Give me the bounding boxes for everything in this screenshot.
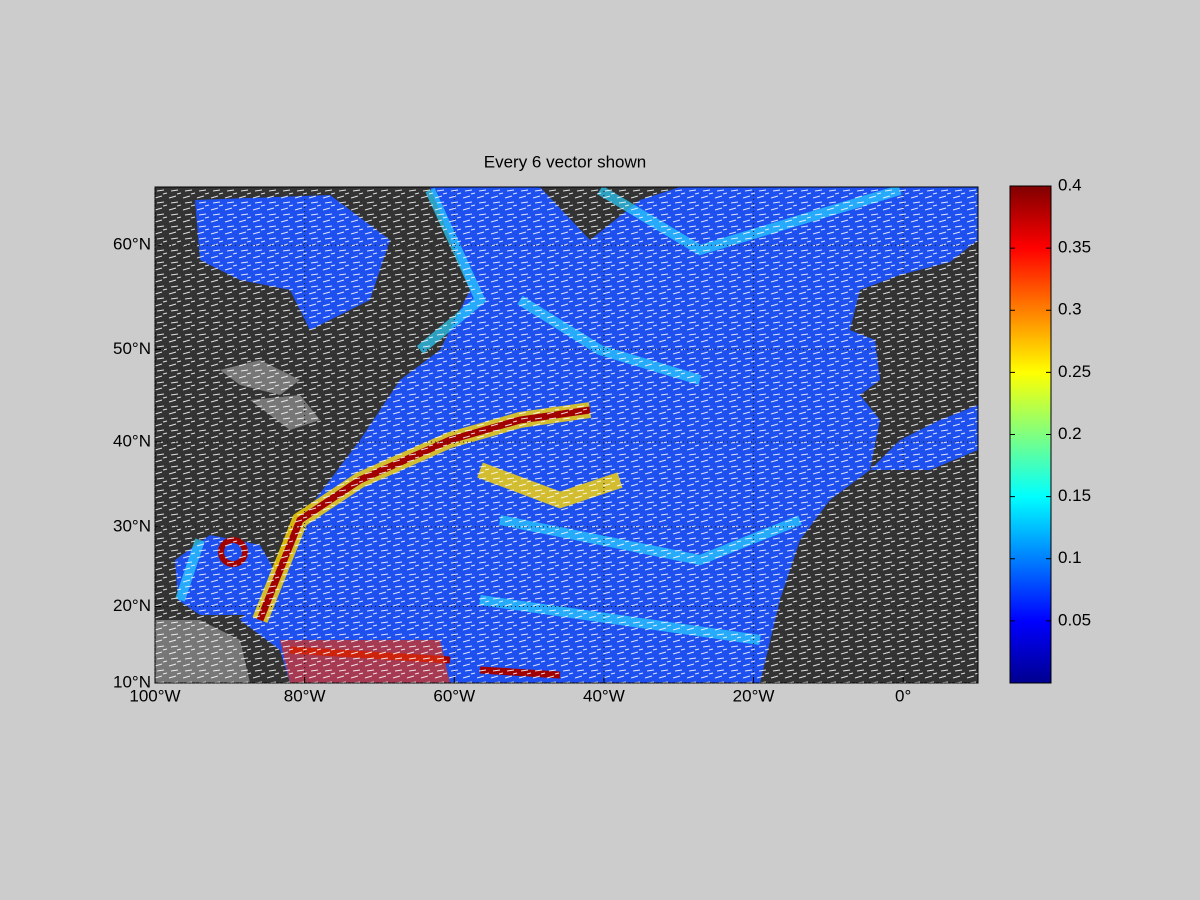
y-tick-label: 60°N xyxy=(113,235,151,254)
colorbar-tick-label: 0.35 xyxy=(1058,238,1091,257)
colorbar xyxy=(1009,185,1052,684)
colorbar-tick-label: 0.25 xyxy=(1058,362,1091,381)
x-tick-label: 60°W xyxy=(433,686,475,705)
y-tick-label: 30°N xyxy=(113,516,151,535)
x-tick-label: 0° xyxy=(895,686,911,705)
y-tick-label: 20°N xyxy=(113,596,151,615)
colorbar-tick-label: 0.1 xyxy=(1058,548,1082,567)
vectors xyxy=(155,187,978,683)
colorbar-tick-label: 0.3 xyxy=(1058,300,1082,319)
y-tick-label: 50°N xyxy=(113,339,151,358)
map xyxy=(155,187,978,683)
x-tick-label: 20°W xyxy=(733,686,775,705)
chart-title: Every 6 vector shown xyxy=(484,152,647,171)
x-tick-label: 80°W xyxy=(284,686,326,705)
x-tick-label: 100°W xyxy=(129,686,180,705)
colorbar-tick-label: 0.05 xyxy=(1058,610,1091,629)
y-tick-label: 40°N xyxy=(113,431,151,450)
colorbar-tick-label: 0.15 xyxy=(1058,486,1091,505)
y-tick-label: 10°N xyxy=(113,672,151,691)
x-tick-label: 40°W xyxy=(583,686,625,705)
colorbar-tick-label: 0.4 xyxy=(1058,175,1082,194)
colorbar-tick-label: 0.2 xyxy=(1058,424,1082,443)
